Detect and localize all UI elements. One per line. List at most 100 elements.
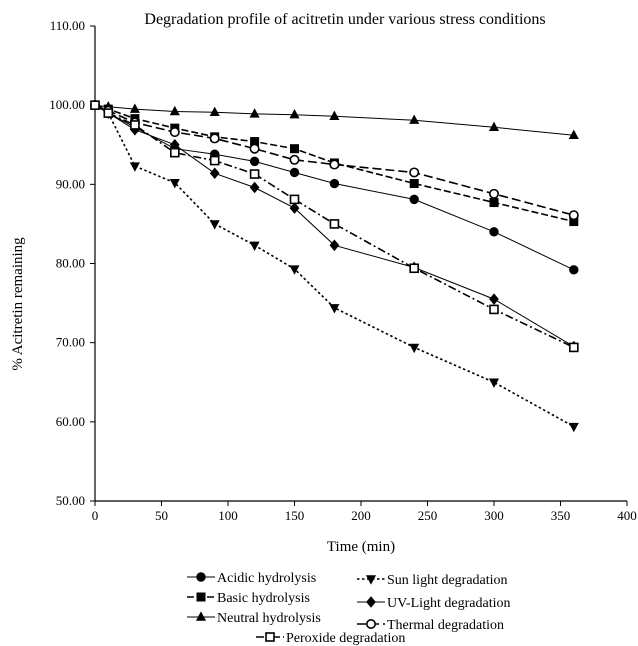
- data-point: [290, 144, 299, 154]
- x-tick-label: 400: [617, 508, 637, 523]
- data-point: [488, 121, 500, 132]
- data-point: [329, 110, 340, 120]
- data-point: [169, 179, 180, 189]
- y-tick-label: 80.00: [56, 256, 85, 271]
- legend-marker: [196, 592, 206, 602]
- x-tick-label: 150: [285, 508, 305, 523]
- y-tick-label: 90.00: [56, 176, 85, 191]
- series-sun-light-degradation: [89, 101, 579, 433]
- x-tick-label: 250: [418, 508, 438, 523]
- legend-item-neutral-hydrolysis: Neutral hydrolysis: [187, 611, 321, 626]
- data-point: [409, 179, 419, 189]
- x-tick-label: 100: [218, 508, 238, 523]
- y-tick-label: 110.00: [50, 18, 85, 33]
- data-point: [289, 194, 300, 205]
- data-point: [409, 343, 420, 354]
- data-point: [488, 378, 500, 388]
- legend-marker: [195, 611, 207, 621]
- legend-item-acidic-hydrolysis: Acidic hydrolysis: [187, 571, 316, 586]
- legend-marker: [265, 632, 275, 642]
- data-point: [90, 100, 100, 110]
- x-tick-label: 50: [155, 508, 168, 523]
- axes: 0 50 100 150 200 250 300 350 400 50.00 60.00 70.00 8…: [49, 18, 637, 523]
- data-point: [409, 167, 420, 178]
- data-point: [329, 178, 340, 189]
- data-point: [249, 241, 260, 251]
- series-line-sun-light-degradation: [94, 104, 575, 428]
- data-point: [329, 239, 340, 252]
- data-point: [568, 129, 579, 139]
- legend-item-peroxide-degradation: Peroxide degradation: [256, 631, 405, 646]
- data-point: [289, 109, 300, 119]
- chart-title: Degradation profile of acitretin under v…: [144, 11, 545, 28]
- data-point: [289, 202, 300, 214]
- data-point: [409, 114, 420, 124]
- legend-label: Peroxide degradation: [286, 631, 405, 646]
- data-point: [169, 127, 180, 138]
- data-point: [170, 147, 180, 158]
- data-point: [289, 154, 300, 165]
- data-point: [329, 219, 340, 229]
- x-tick-label: 0: [92, 508, 99, 523]
- data-point: [103, 108, 114, 118]
- legend-label: Basic hydrolysis: [217, 591, 310, 606]
- legend-marker: [196, 572, 206, 582]
- y-tick-label: 60.00: [56, 414, 85, 429]
- y-tick-label: 100.00: [49, 97, 85, 112]
- data-point: [489, 198, 499, 208]
- data-point: [409, 194, 419, 205]
- legend-marker: [366, 596, 376, 608]
- data-point: [249, 108, 260, 118]
- x-axis-title: Time (min): [327, 539, 395, 555]
- series-neutral-hydrolysis: [89, 99, 579, 139]
- data-point: [488, 188, 499, 199]
- legend-item-sun-light-degradation: Sun light degradation: [357, 573, 508, 588]
- y-tick-label: 50.00: [56, 493, 85, 508]
- series-peroxide-degradation: [90, 100, 579, 353]
- x-tick-label: 350: [551, 508, 571, 523]
- data-point: [209, 220, 220, 230]
- data-point: [209, 167, 220, 180]
- legend-item-uv-light-degradation: UV-Light degradation: [357, 596, 511, 611]
- legend: Acidic hydrolysis Basic hydrolysis Neutral…: [187, 571, 511, 646]
- legend-label: UV-Light degradation: [387, 596, 511, 611]
- data-point: [329, 304, 340, 314]
- data-point: [569, 265, 579, 275]
- legend-item-basic-hydrolysis: Basic hydrolysis: [187, 591, 310, 606]
- data-point: [568, 210, 579, 221]
- series-line-thermal-degradation: [94, 104, 575, 216]
- data-point: [249, 143, 260, 154]
- data-point: [130, 120, 140, 130]
- data-point: [169, 105, 180, 116]
- series-layer: [89, 99, 579, 433]
- legend-item-thermal-degradation: Thermal degradation: [357, 618, 504, 633]
- data-point: [289, 167, 300, 178]
- data-point: [249, 181, 260, 194]
- data-point: [209, 155, 220, 166]
- data-point: [129, 103, 140, 113]
- data-point: [329, 159, 340, 170]
- x-tick-label: 200: [351, 508, 371, 523]
- series-line-peroxide-degradation: [94, 104, 575, 349]
- legend-marker: [365, 618, 376, 629]
- y-axis-title: % Acitretin remaining: [10, 237, 26, 371]
- legend-label: Sun light degradation: [387, 573, 508, 588]
- data-point: [209, 106, 220, 116]
- legend-label: Acidic hydrolysis: [217, 571, 316, 586]
- data-point: [568, 342, 579, 353]
- data-point: [209, 133, 220, 144]
- x-tick-label: 300: [484, 508, 504, 523]
- data-point: [409, 263, 420, 274]
- data-point: [489, 227, 499, 237]
- data-point: [249, 169, 260, 179]
- data-point: [289, 265, 300, 275]
- data-point: [489, 304, 499, 315]
- data-point: [489, 293, 499, 305]
- data-point: [129, 162, 140, 172]
- y-tick-label: 70.00: [56, 335, 85, 350]
- legend-marker: [365, 575, 377, 585]
- legend-label: Thermal degradation: [387, 618, 504, 633]
- data-point: [568, 422, 579, 433]
